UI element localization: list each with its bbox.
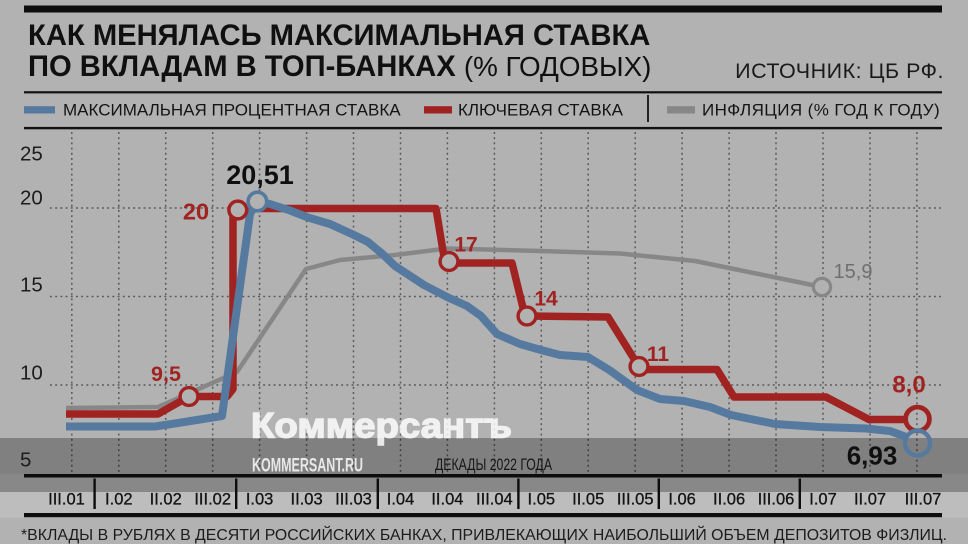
svg-text:ДЕКАДЫ 2022 ГОДА: ДЕКАДЫ 2022 ГОДА — [435, 456, 552, 474]
svg-text:II.02: II.02 — [150, 491, 182, 509]
svg-text:III.01: III.01 — [48, 491, 85, 509]
svg-text:KOMMERSANT.RU: KOMMERSANT.RU — [252, 456, 363, 477]
svg-text:II.04: II.04 — [431, 491, 463, 509]
svg-text:III.07: III.07 — [905, 491, 942, 509]
svg-text:III.02: III.02 — [194, 491, 231, 509]
svg-text:15,9: 15,9 — [834, 261, 873, 283]
svg-text:25: 25 — [20, 143, 43, 166]
svg-text:6,93: 6,93 — [847, 441, 898, 471]
svg-text:I.06: I.06 — [668, 491, 696, 509]
svg-text:II.06: II.06 — [713, 491, 745, 509]
svg-text:ИСТОЧНИК: ЦБ РФ.: ИСТОЧНИК: ЦБ РФ. — [735, 59, 944, 83]
svg-text:*ВКЛАДЫ В РУБЛЯХ В ДЕСЯТИ РОСС: *ВКЛАДЫ В РУБЛЯХ В ДЕСЯТИ РОССИЙСКИХ БАН… — [21, 526, 947, 544]
svg-text:I.02: I.02 — [105, 491, 133, 509]
svg-text:20: 20 — [20, 187, 43, 210]
svg-text:II.05: II.05 — [572, 491, 604, 509]
svg-text:5: 5 — [20, 449, 31, 472]
svg-text:II.07: II.07 — [854, 491, 886, 509]
svg-text:ИНФЛЯЦИЯ (% ГОД К ГОДУ): ИНФЛЯЦИЯ (% ГОД К ГОДУ) — [702, 101, 940, 120]
svg-text:МАКСИМАЛЬНАЯ ПРОЦЕНТНАЯ СТАВКА: МАКСИМАЛЬНАЯ ПРОЦЕНТНАЯ СТАВКА — [63, 101, 401, 120]
svg-text:8,0: 8,0 — [892, 372, 925, 399]
svg-text:КАК МЕНЯЛАСЬ МАКСИМАЛЬНАЯ СТАВ: КАК МЕНЯЛАСЬ МАКСИМАЛЬНАЯ СТАВКА — [28, 20, 650, 52]
svg-text:9,5: 9,5 — [151, 362, 181, 386]
svg-text:I.07: I.07 — [809, 491, 837, 509]
svg-text:I.04: I.04 — [387, 491, 415, 509]
svg-text:I.05: I.05 — [528, 491, 556, 509]
svg-text:ПО ВКЛАДАМ В ТОП-БАНКАХ (% ГОД: ПО ВКЛАДАМ В ТОП-БАНКАХ (% ГОДОВЫХ) — [28, 51, 651, 83]
svg-text:II.03: II.03 — [291, 491, 323, 509]
svg-text:11: 11 — [647, 343, 670, 366]
svg-text:14: 14 — [534, 288, 558, 311]
svg-text:КЛЮЧЕВАЯ СТАВКА: КЛЮЧЕВАЯ СТАВКА — [458, 101, 624, 120]
svg-text:15: 15 — [20, 274, 43, 297]
svg-text:10: 10 — [20, 362, 43, 385]
svg-text:17: 17 — [454, 234, 477, 257]
svg-text:III.04: III.04 — [476, 491, 513, 509]
svg-text:20: 20 — [183, 199, 209, 225]
svg-text:Коммерсантъ: Коммерсантъ — [251, 406, 512, 446]
svg-text:III.05: III.05 — [617, 491, 654, 509]
svg-text:III.06: III.06 — [758, 491, 795, 509]
svg-text:20,51: 20,51 — [226, 160, 294, 190]
svg-text:I.03: I.03 — [246, 491, 274, 509]
svg-text:III.03: III.03 — [335, 491, 372, 509]
